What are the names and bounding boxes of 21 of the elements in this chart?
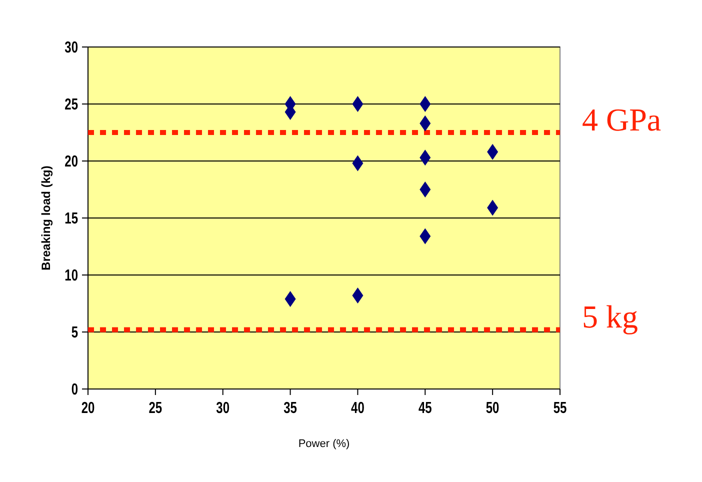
x-axis-title: Power (%) [298, 438, 350, 450]
point [352, 96, 364, 112]
x-tick-label: 25 [148, 398, 162, 416]
point [420, 96, 431, 112]
y-axis-title: Breaking load (kg) [39, 166, 53, 270]
y-tick-label: 30 [64, 38, 78, 56]
x-tick-label: 35 [284, 398, 298, 416]
y-tick-label: 20 [64, 152, 78, 170]
x-tick-label: 50 [486, 398, 500, 416]
y-tick-label: 0 [71, 380, 78, 398]
x-tick-label: 40 [351, 398, 364, 416]
x-tick-label: 55 [553, 398, 567, 416]
y-tick-label: 25 [64, 94, 78, 113]
y-tick-label: 10 [64, 266, 78, 284]
ref-line-label: 5 kg [582, 298, 638, 335]
y-tick-label: 5 [71, 322, 78, 341]
x-tick-label: 30 [216, 398, 230, 416]
ref-line-label: 4 GPa [582, 102, 662, 138]
x-tick-label: 45 [418, 398, 432, 416]
point [420, 182, 431, 198]
y-tick-label: 15 [64, 208, 78, 227]
